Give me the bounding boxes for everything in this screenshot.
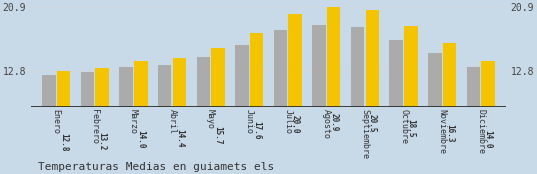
- Text: 17.6: 17.6: [252, 121, 261, 140]
- Bar: [235, 45, 249, 172]
- Bar: [250, 33, 263, 172]
- Bar: [42, 75, 56, 172]
- Bar: [288, 14, 302, 172]
- Bar: [57, 71, 70, 172]
- Text: Temperaturas Medias en guiamets els: Temperaturas Medias en guiamets els: [38, 162, 274, 172]
- Bar: [81, 72, 94, 172]
- Bar: [313, 25, 326, 172]
- Bar: [134, 61, 148, 172]
- Bar: [158, 65, 171, 172]
- Bar: [481, 61, 495, 172]
- Bar: [443, 43, 456, 172]
- Bar: [172, 58, 186, 172]
- Text: 18.5: 18.5: [407, 119, 416, 137]
- Bar: [197, 57, 210, 172]
- Bar: [404, 26, 418, 172]
- Bar: [351, 27, 365, 172]
- Text: 20.5: 20.5: [368, 114, 377, 133]
- Text: 15.7: 15.7: [213, 126, 222, 144]
- Bar: [428, 53, 441, 172]
- Bar: [96, 68, 109, 172]
- Text: 14.0: 14.0: [136, 130, 145, 148]
- Bar: [119, 68, 133, 172]
- Bar: [467, 68, 480, 172]
- Text: 12.8: 12.8: [59, 133, 68, 151]
- Text: 16.3: 16.3: [445, 124, 454, 143]
- Text: 14.0: 14.0: [484, 130, 492, 148]
- Bar: [211, 48, 224, 172]
- Text: 20.0: 20.0: [291, 115, 300, 134]
- Text: 14.4: 14.4: [175, 129, 184, 147]
- Bar: [389, 40, 403, 172]
- Bar: [327, 7, 340, 172]
- Text: 13.2: 13.2: [98, 132, 107, 150]
- Bar: [274, 30, 287, 172]
- Text: 20.9: 20.9: [329, 113, 338, 132]
- Bar: [366, 10, 379, 172]
